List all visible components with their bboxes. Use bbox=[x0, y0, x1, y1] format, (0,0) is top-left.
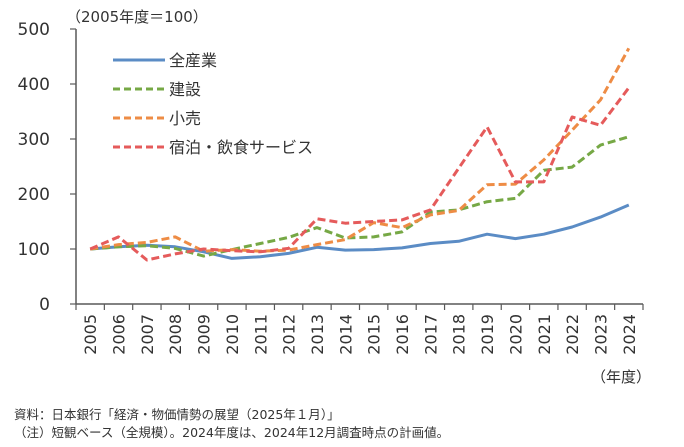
x-tick-label: 2006 bbox=[110, 314, 129, 355]
x-tick-label: 2008 bbox=[166, 314, 185, 355]
footnote: （注）短観ベース（全規模）。2024年度は、2024年12月調査時点の計画値。 bbox=[14, 425, 450, 440]
legend-label: 建設 bbox=[169, 80, 201, 99]
series-line-宿泊・飲食サービス bbox=[89, 86, 630, 262]
x-tick-label: 2014 bbox=[336, 314, 355, 355]
x-tick-label: 2010 bbox=[223, 314, 242, 355]
x-tick-labels: 2005 2006 2007 2008 2009 2010 2011 2012 2013 2014… bbox=[81, 314, 639, 355]
legend-label: 小売 bbox=[169, 109, 201, 128]
x-tick-label: 2020 bbox=[506, 314, 525, 355]
x-tick-label: 2015 bbox=[365, 314, 384, 355]
x-tick-label: 2016 bbox=[393, 314, 412, 355]
x-tick-label: 2017 bbox=[421, 314, 440, 355]
y-tick-label: 400 bbox=[18, 75, 50, 95]
x-tick-label: 2024 bbox=[620, 314, 639, 355]
x-tick-label: 2013 bbox=[308, 314, 327, 355]
legend-label: 宿泊・飲食サービス bbox=[169, 138, 313, 157]
y-tick-label: 200 bbox=[18, 185, 50, 205]
x-tick-label: 2009 bbox=[195, 314, 214, 355]
series-lines bbox=[89, 47, 631, 262]
x-tick-label: 2005 bbox=[81, 314, 100, 355]
x-tick-label: 2023 bbox=[591, 314, 610, 355]
y-tick-label: 0 bbox=[39, 295, 50, 315]
axes bbox=[70, 28, 644, 310]
x-tick-label: 2007 bbox=[138, 314, 157, 355]
series-line-全産業 bbox=[90, 203, 630, 260]
x-tick-label: 2011 bbox=[251, 314, 270, 355]
x-tick-label: 2012 bbox=[280, 314, 299, 355]
y-tick-labels: 0 100 200 300 400 500 bbox=[18, 20, 50, 315]
series-line-小売 bbox=[89, 47, 631, 253]
series-line-建設 bbox=[90, 135, 630, 258]
x-tick-label: 2022 bbox=[563, 314, 582, 355]
unit-note: （2005年度＝100） bbox=[66, 8, 208, 26]
x-tick-label: 2021 bbox=[535, 314, 554, 355]
x-tick-label: 2019 bbox=[478, 314, 497, 355]
y-tick-label: 100 bbox=[18, 240, 50, 260]
x-axis-unit-label: （年度） bbox=[591, 368, 652, 386]
y-tick-label: 300 bbox=[18, 130, 50, 150]
legend-label: 全産業 bbox=[169, 51, 217, 70]
y-tick-label: 500 bbox=[18, 20, 50, 40]
source-note: 資料：日本銀行「経済・物価情勢の展望（2025年１月）」 bbox=[14, 407, 340, 422]
x-tick-label: 2018 bbox=[450, 314, 469, 355]
